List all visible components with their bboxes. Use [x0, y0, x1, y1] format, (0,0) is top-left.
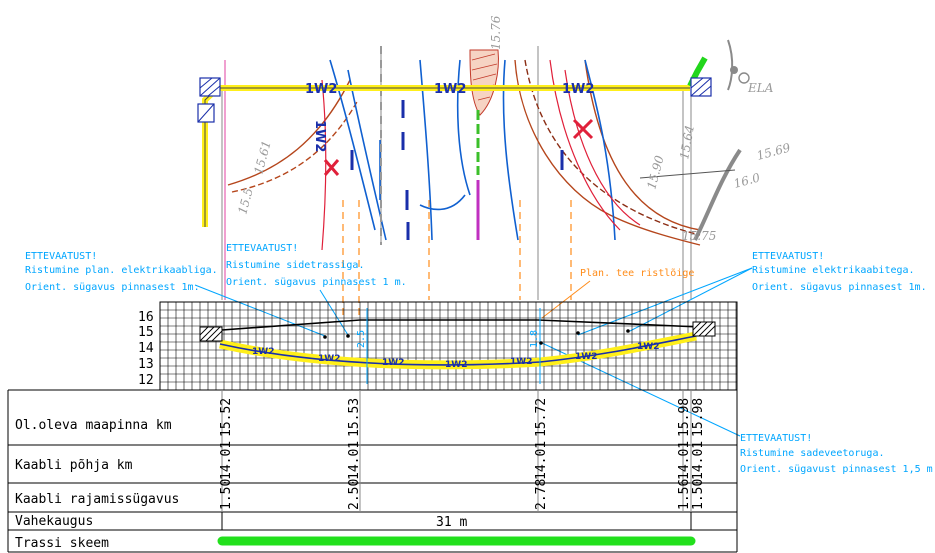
profile-table: Ol.oleva maapinna km Kaabli põhja km Kaa… — [7, 389, 738, 553]
warning-2-line1: Ristumine sidetrassiga. — [226, 260, 364, 271]
warning-3: ETTEVAATUST! Ristumine elektrikaabitega.… — [577, 251, 927, 336]
row-label-cable-bottom: Kaabli põhja km — [15, 458, 133, 473]
depth-value-1: 1.50 — [219, 479, 234, 510]
distance-value: 31 m — [436, 515, 467, 530]
profile-tag-7: 1W2 — [637, 342, 659, 352]
plan-view: ELA 15.76 15.61 15.5 15.90 15.64 15.69 1… — [197, 15, 792, 320]
bottom-value-5: 14.01 — [691, 441, 706, 480]
warning-2-line2: Orient. sügavus pinnasest 1 m. — [226, 277, 407, 288]
depth-mark-2: 1.8 — [529, 330, 540, 348]
profile-section: 16 15 14 13 12 1W2 1W2 1W2 1W2 1W2 — [138, 301, 738, 391]
row-label-scheme: Trassi skeem — [15, 536, 109, 551]
depth-value-5: 1.50 — [691, 479, 706, 510]
warning-3-title: ETTEVAATUST! — [752, 251, 824, 262]
gray-label-15-64: 15.64 — [677, 124, 697, 160]
plan-tag-1: 1W2 — [305, 82, 337, 97]
row-label-depth: Kaabli rajamissügavus — [15, 492, 179, 507]
warning-3-line2: Orient. sügavus pinnasest 1m. — [752, 282, 927, 293]
profile-tag-2: 1W2 — [318, 354, 340, 364]
profile-tag-3: 1W2 — [382, 358, 404, 368]
road-crossing-label: Plan. tee ristlõige — [580, 268, 694, 279]
ground-value-5: 15.98 — [691, 398, 706, 437]
profile-tag-4: 1W2 — [445, 360, 467, 370]
profile-tag-5: 1W2 — [510, 357, 532, 367]
y-tick-15: 15 — [138, 325, 154, 340]
plan-tag-2: 1W2 — [434, 82, 466, 97]
row-label-ground: Ol.oleva maapinna km — [15, 418, 172, 433]
ground-value-3: 15.72 — [534, 398, 549, 437]
warning-1-line1: Ristumine plan. elektrikaabliga. — [25, 265, 218, 276]
warning-1-line2: Orient. sügavus pinnasest 1m. — [25, 282, 200, 293]
plan-tag-3: 1W2 — [562, 82, 594, 97]
plan-tag-vertical: 1W2 — [312, 120, 327, 152]
profile-tag-6: 1W2 — [575, 352, 597, 362]
warning-2: ETTEVAATUST! Ristumine sidetrassiga. Ori… — [226, 243, 407, 336]
depth-value-4: 1.56 — [677, 479, 692, 510]
gray-label-16-0: 16.0 — [732, 170, 762, 191]
profile-tag-1: 1W2 — [252, 347, 274, 357]
y-tick-13: 13 — [138, 357, 154, 372]
bottom-value-2: 14.01 — [347, 441, 362, 480]
warning-4-title: ETTEVAATUST! — [740, 433, 812, 444]
warning-1-title: ETTEVAATUST! — [25, 251, 97, 262]
ground-value-2: 15.53 — [347, 398, 362, 437]
bottom-value-1: 14.01 — [219, 441, 234, 480]
y-tick-16: 16 — [138, 310, 154, 325]
warning-3-line1: Ristumine elektrikaabitega. — [752, 265, 915, 276]
gray-label-15-90: 15.90 — [644, 154, 667, 191]
depth-mark-1: 2.5 — [356, 330, 367, 348]
gray-label-15-69: 15.69 — [755, 140, 792, 163]
ela-label: ELA — [747, 81, 774, 95]
warning-1: ETTEVAATUST! Ristumine plan. elektrikaab… — [25, 251, 326, 337]
gray-label-15-5: 15.5 — [235, 186, 255, 215]
gray-label-15-61: 15.61 — [251, 139, 273, 176]
gray-label-15-76: 15.76 — [489, 15, 503, 50]
bottom-value-4: 14.01 — [677, 441, 692, 480]
depth-value-3: 2.78 — [534, 479, 549, 510]
y-tick-12: 12 — [138, 373, 154, 388]
y-tick-14: 14 — [138, 341, 154, 356]
row-label-distance: Vahekaugus — [15, 514, 93, 529]
warning-4-line2: Orient. sügavust pinnasest 1,5 m — [740, 464, 933, 475]
ground-value-1: 15.52 — [219, 398, 234, 437]
warning-4-line1: Ristumine sadeveetoruga. — [740, 448, 885, 459]
ground-value-4: 15.98 — [677, 398, 692, 437]
bottom-value-3: 14.01 — [534, 441, 549, 480]
depth-value-2: 2.50 — [347, 479, 362, 510]
gray-label-15-75: 15.75 — [682, 229, 716, 243]
warning-2-title: ETTEVAATUST! — [226, 243, 298, 254]
